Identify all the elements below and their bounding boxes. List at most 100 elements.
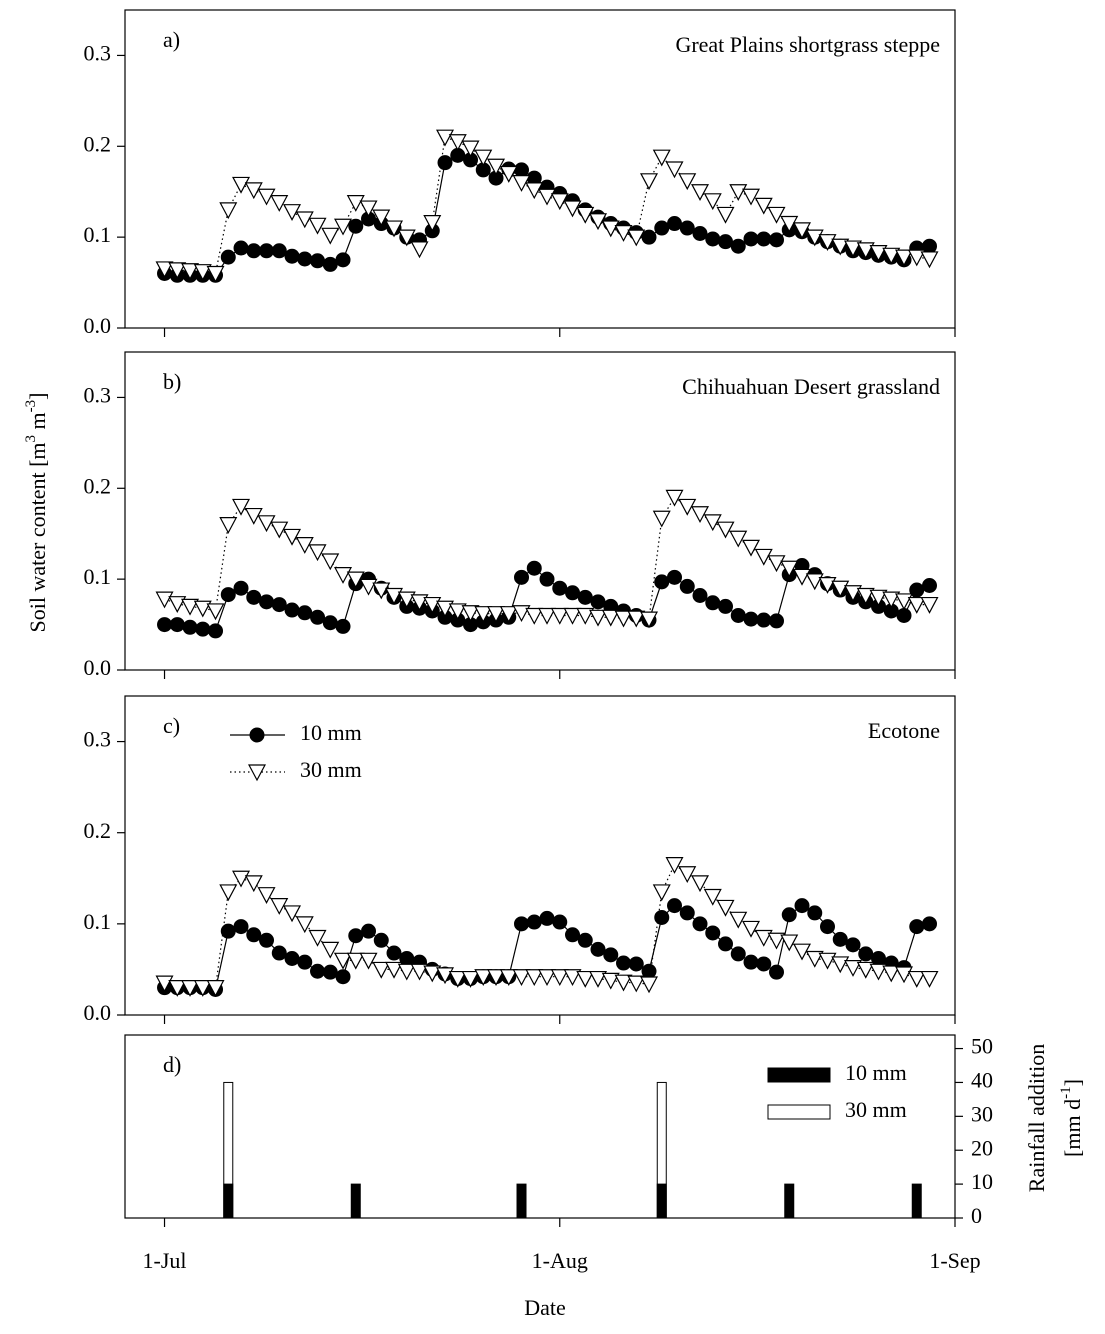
- y-tick-label: 0.2: [84, 131, 112, 156]
- marker: [869, 244, 888, 262]
- marker: [259, 243, 275, 259]
- marker: [206, 265, 225, 283]
- marker: [552, 580, 568, 596]
- marker: [667, 898, 683, 914]
- marker: [359, 578, 378, 596]
- marker: [679, 578, 695, 594]
- legend-swatch: [767, 1104, 831, 1120]
- marker: [525, 182, 544, 200]
- marker: [705, 595, 721, 611]
- marker: [692, 916, 708, 932]
- marker: [654, 220, 670, 236]
- marker: [627, 610, 646, 628]
- marker: [284, 950, 300, 966]
- marker: [589, 609, 608, 627]
- marker: [246, 589, 262, 605]
- marker: [295, 537, 314, 554]
- marker: [716, 206, 735, 224]
- marker: [168, 262, 187, 280]
- marker: [820, 919, 836, 935]
- legend-swatch: [767, 1067, 831, 1083]
- marker: [907, 970, 926, 988]
- marker: [576, 206, 595, 224]
- marker: [552, 914, 568, 930]
- panel-title: Chihuahuan Desert grassland: [682, 374, 940, 399]
- marker: [283, 204, 302, 221]
- marker: [896, 607, 912, 623]
- marker: [334, 218, 353, 236]
- y-tick-label: 0.0: [84, 655, 112, 680]
- marker: [895, 593, 914, 611]
- marker: [590, 941, 606, 957]
- marker: [767, 206, 786, 224]
- marker: [437, 155, 453, 171]
- marker: [233, 580, 249, 596]
- marker: [729, 530, 748, 548]
- y-tick-label: 20: [971, 1135, 993, 1160]
- marker: [576, 607, 595, 625]
- marker: [716, 899, 735, 917]
- marker: [756, 231, 772, 247]
- legend-marker: [249, 727, 265, 743]
- marker: [397, 963, 416, 981]
- marker: [844, 960, 863, 977]
- marker: [794, 898, 810, 914]
- bar: [656, 1183, 667, 1219]
- plot-frame: [124, 695, 956, 1016]
- marker: [233, 919, 249, 935]
- label-part: m: [25, 412, 50, 435]
- label-part: [mm d: [1060, 1099, 1085, 1157]
- marker: [805, 950, 824, 968]
- marker: [831, 580, 850, 598]
- marker: [628, 956, 644, 972]
- marker: [169, 617, 185, 633]
- marker: [716, 521, 735, 539]
- marker: [678, 173, 697, 191]
- y-tick-label: 0.1: [84, 222, 112, 247]
- y-tick-label: 0.0: [84, 1000, 112, 1025]
- marker: [259, 932, 275, 948]
- marker: [410, 594, 429, 612]
- marker: [590, 594, 606, 610]
- marker: [193, 264, 212, 281]
- marker: [743, 954, 759, 970]
- marker: [856, 242, 875, 260]
- marker: [271, 945, 287, 961]
- marker: [322, 615, 338, 631]
- marker: [692, 226, 708, 242]
- marker: [525, 607, 544, 625]
- marker: [601, 220, 620, 238]
- marker: [448, 134, 467, 152]
- marker: [754, 197, 773, 215]
- marker: [769, 613, 785, 629]
- label-part: Soil water content [m: [25, 442, 50, 632]
- marker: [512, 605, 531, 623]
- y-tick-label: 0.2: [84, 473, 112, 498]
- marker: [844, 585, 863, 603]
- marker: [652, 149, 671, 167]
- marker: [563, 607, 582, 625]
- marker: [882, 965, 901, 983]
- marker: [232, 498, 251, 516]
- marker: [448, 603, 467, 621]
- marker: [743, 611, 759, 627]
- plot-frame: [124, 1034, 956, 1219]
- marker: [793, 222, 812, 240]
- marker: [397, 229, 416, 247]
- marker: [882, 247, 901, 265]
- marker: [474, 606, 493, 623]
- marker: [219, 517, 238, 534]
- bar: [911, 1183, 922, 1219]
- marker: [705, 925, 721, 941]
- marker: [539, 571, 555, 587]
- marker: [348, 218, 364, 234]
- marker: [577, 589, 593, 605]
- marker: [729, 911, 748, 929]
- marker: [730, 946, 746, 962]
- marker: [310, 253, 326, 269]
- marker: [858, 946, 874, 962]
- marker: [665, 857, 684, 874]
- marker: [679, 905, 695, 921]
- marker: [271, 597, 287, 613]
- marker: [308, 544, 327, 562]
